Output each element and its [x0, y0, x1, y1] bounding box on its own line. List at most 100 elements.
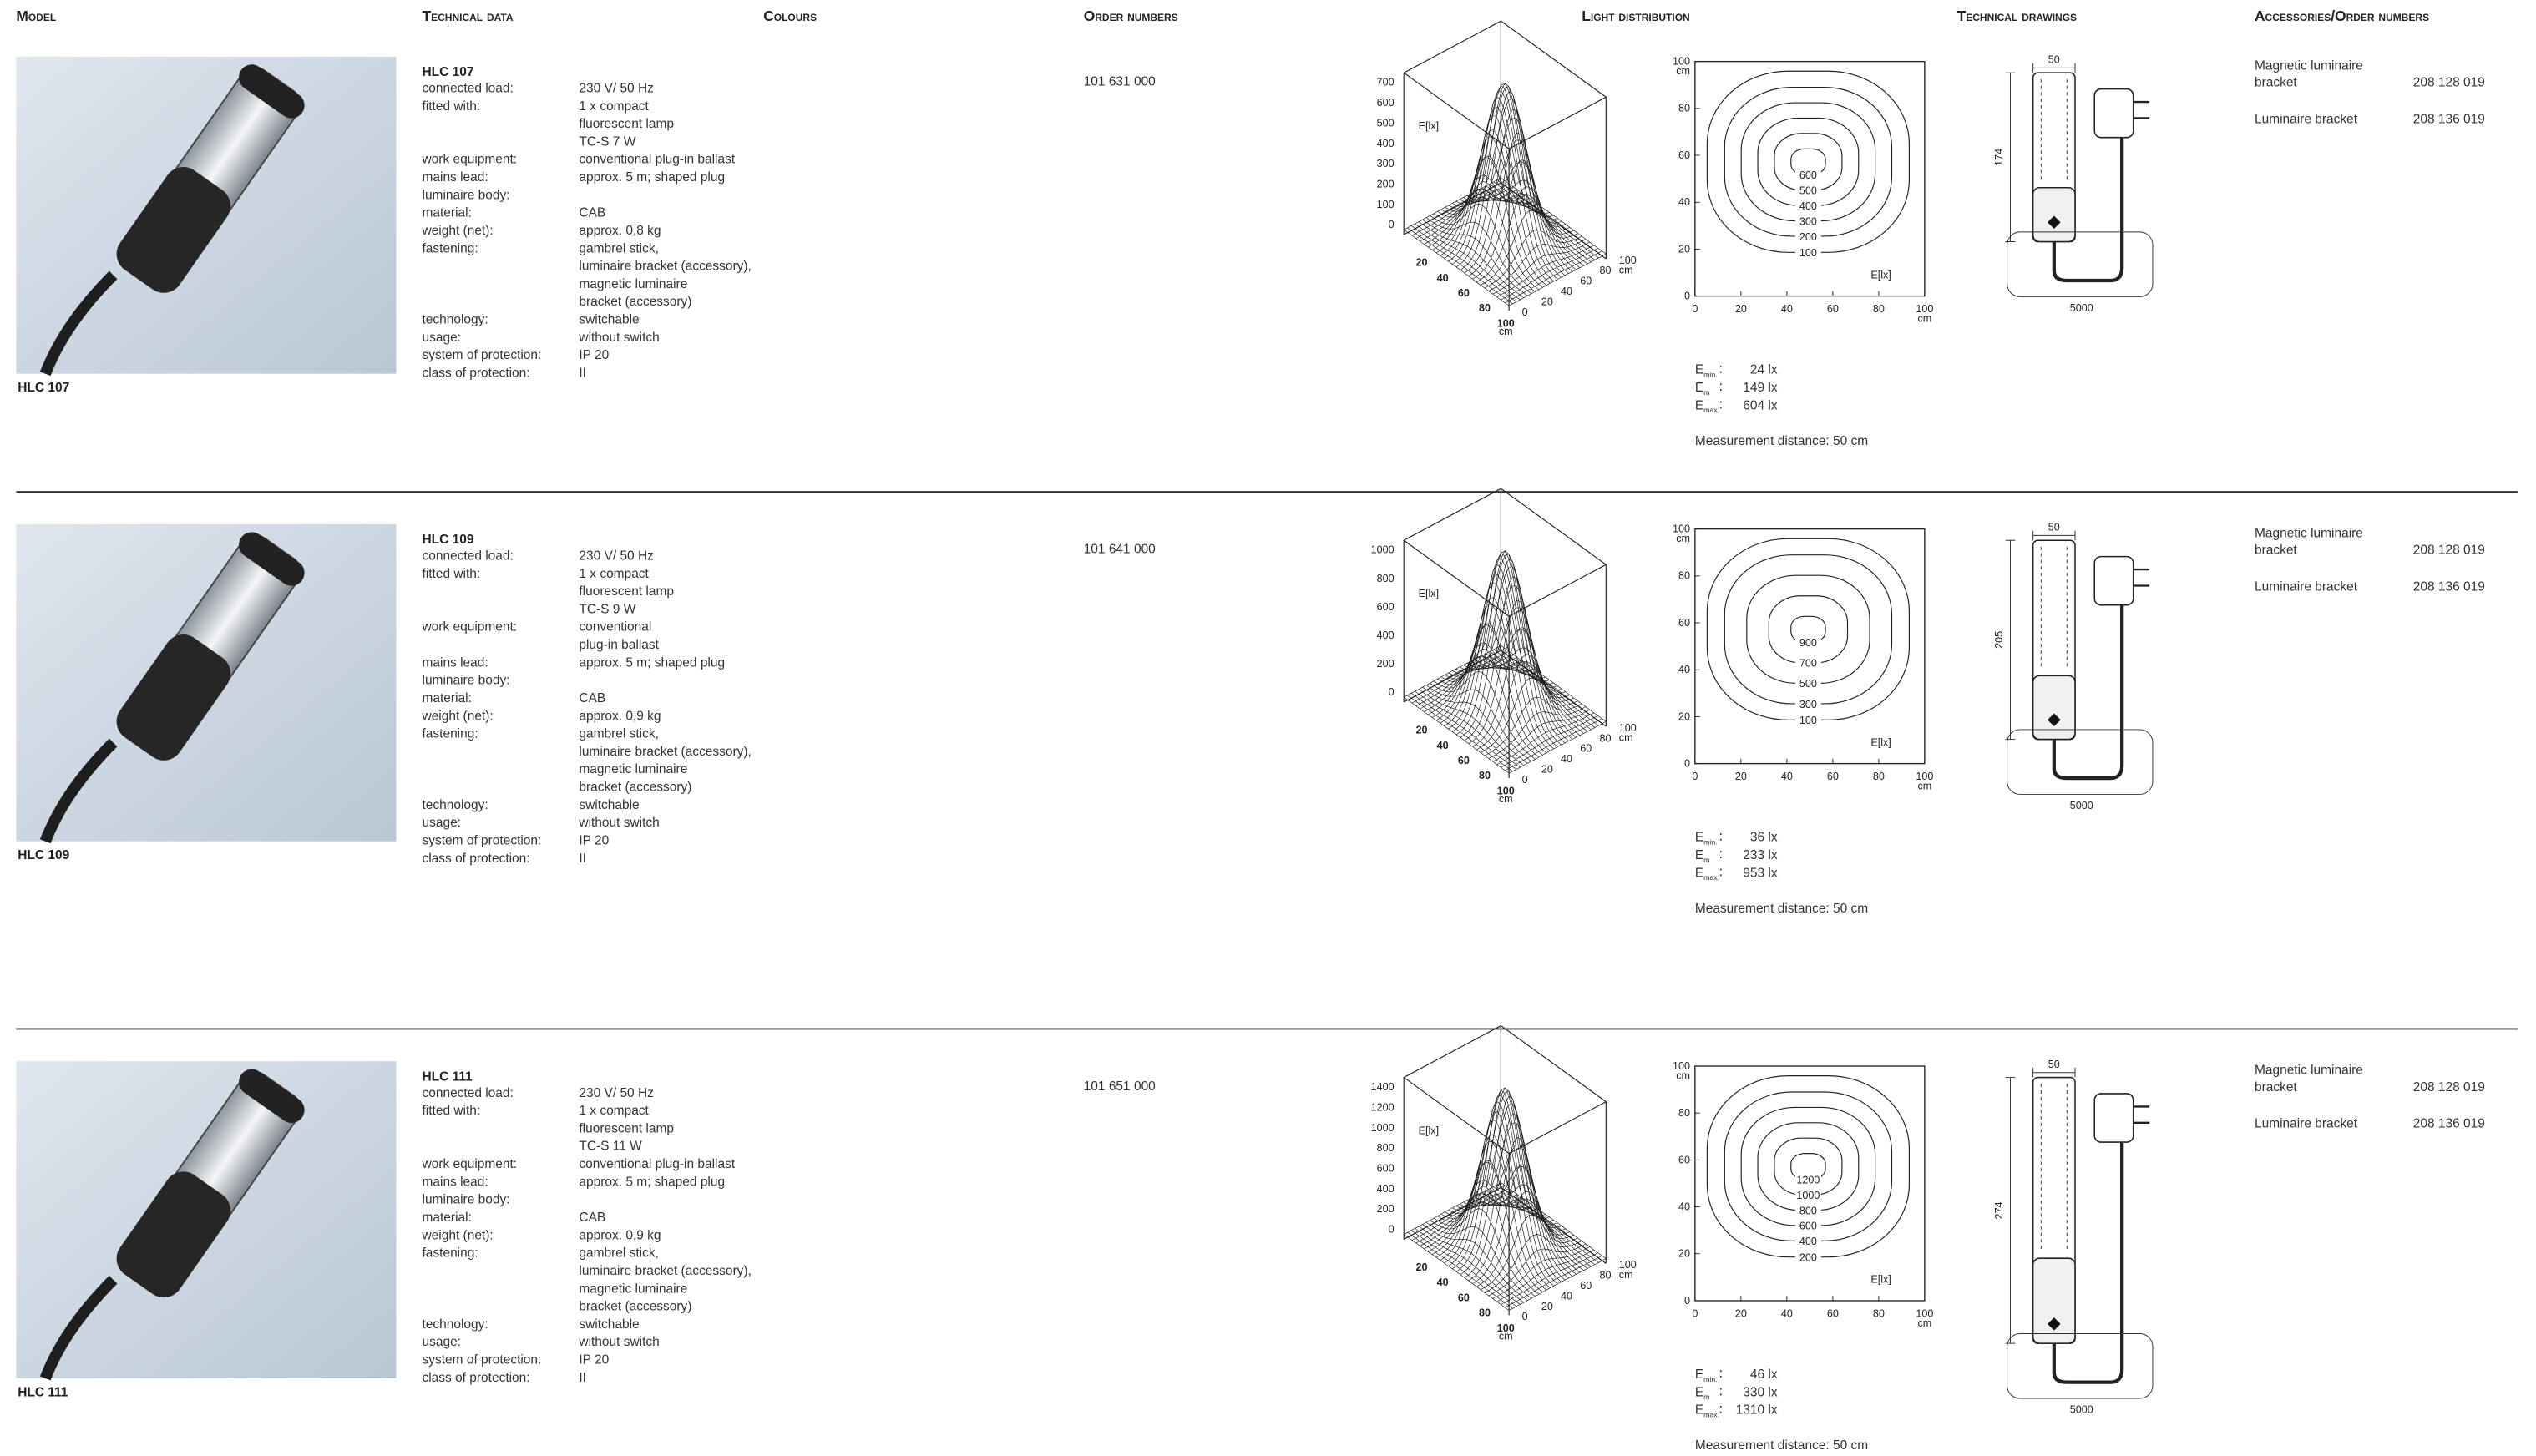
plug — [2093, 88, 2134, 139]
x-tick-label: 20 — [1416, 257, 1428, 269]
accessory-number: 208 128 019 — [2413, 76, 2485, 90]
spec-label: connected load: — [423, 1086, 514, 1100]
column-header: Colours — [763, 8, 817, 24]
x-tick-label: 100 — [1916, 771, 1933, 782]
spec-value: luminaire bracket (accessory), — [579, 1264, 751, 1278]
illuminance-value: 330 lx — [1743, 1385, 1778, 1399]
dimension-label: 174 — [1993, 149, 2005, 166]
spec-label: weight (net): — [422, 1228, 494, 1242]
spec-value: II — [579, 1371, 586, 1385]
z-tick-label: 0 — [1389, 686, 1395, 698]
illuminance-value: 46 lx — [1750, 1368, 1778, 1382]
z-tick-label: 500 — [1377, 117, 1395, 129]
x-tick-label: 100 — [1916, 303, 1933, 315]
spec-label: usage: — [423, 331, 461, 345]
spec-value: plug-in ballast — [579, 638, 659, 652]
dimension-label: 50 — [2048, 1059, 2060, 1070]
column-header: Technical data — [423, 8, 514, 24]
spec-value: IP 20 — [579, 1353, 609, 1368]
surface-mesh — [1422, 686, 1528, 764]
contour-label: 300 — [1799, 699, 1817, 710]
spec-value: bracket (accessory) — [579, 295, 691, 309]
surface-mesh — [1501, 177, 1607, 255]
y-tick-label: 40 — [1678, 196, 1690, 208]
symbol: E — [1695, 363, 1703, 377]
x-tick-label: 20 — [1735, 1307, 1747, 1319]
product-name: HLC 107 — [423, 65, 474, 79]
lamp-cap — [239, 1069, 305, 1124]
illuminance-value: 953 lx — [1743, 866, 1778, 880]
axis-unit: cm — [1499, 793, 1513, 805]
surface-mesh — [1452, 1087, 1558, 1285]
axis-unit: cm — [1676, 533, 1690, 544]
surface-mesh — [1508, 253, 1607, 306]
axis-unit: cm — [1676, 65, 1690, 77]
spec-label: weight (net): — [422, 224, 494, 238]
z-tick-label: 0 — [1389, 219, 1395, 230]
y-tick-label: 0 — [1522, 774, 1528, 786]
contour-label: 200 — [1799, 1251, 1817, 1263]
axis-unit: cm — [1619, 264, 1633, 276]
y-tick-label: 20 — [1678, 1248, 1690, 1260]
contour-label: 500 — [1799, 678, 1817, 690]
x-tick-label: 60 — [1827, 771, 1839, 782]
spec-value: approx. 5 m; shaped plug — [579, 170, 725, 185]
label-backdrop — [1794, 1204, 1821, 1216]
z-tick-label: 300 — [1377, 158, 1395, 169]
width-dimension — [2032, 1067, 2076, 1078]
z-tick-label: 600 — [1377, 1163, 1395, 1175]
y-tick-label: 60 — [1678, 1154, 1690, 1165]
surface-mesh — [1484, 229, 1582, 289]
surface-mesh — [1493, 649, 1599, 726]
x-tick-label: 40 — [1437, 740, 1449, 751]
label-backdrop — [1794, 677, 1821, 690]
x-tick-label: 80 — [1873, 771, 1885, 782]
surface-mesh — [1464, 108, 1562, 274]
illuminance-symbol: Emax. — [1695, 866, 1719, 882]
cable — [2052, 137, 2124, 283]
accessory-name: bracket — [2255, 76, 2297, 90]
spec-value: switchable — [579, 798, 639, 812]
contour-label: 400 — [1799, 1236, 1817, 1247]
surface-mesh — [1486, 185, 1592, 263]
surface-mesh — [1463, 584, 1569, 741]
surface-mesh — [1501, 645, 1607, 722]
surface-mesh — [1464, 1113, 1562, 1278]
width-dimension — [2032, 63, 2076, 73]
spec-label: fitted with: — [423, 567, 481, 581]
spec-value: bracket (accessory) — [579, 1300, 691, 1314]
spec-value: 1 x compact — [579, 567, 649, 581]
spec-value: gambrel stick, — [579, 241, 658, 255]
x-tick-label: 60 — [1827, 1307, 1839, 1319]
spec-value: IP 20 — [579, 348, 609, 362]
surface-mesh — [1452, 550, 1558, 747]
accessory-name: bracket — [2255, 1080, 2297, 1095]
technical-drawing — [2005, 1067, 2154, 1399]
spec-label: usage: — [423, 816, 461, 830]
x-tick-label: 20 — [1735, 303, 1747, 315]
illuminance-symbol: Emax. — [1695, 398, 1719, 414]
spec-value: approx. 5 m; shaped plug — [579, 1175, 725, 1189]
spec-label: fastening: — [423, 1246, 478, 1261]
y-tick-label: 20 — [1678, 710, 1690, 722]
spec-label: luminaire body: — [423, 674, 510, 688]
illuminance-value: 604 lx — [1743, 398, 1778, 412]
z-tick-label: 600 — [1377, 97, 1395, 109]
y-tick-label: 0 — [1522, 306, 1528, 318]
box-back — [1403, 182, 1607, 260]
lamp-cap — [239, 64, 305, 119]
surface-mesh — [1488, 1243, 1587, 1297]
y-tick-label: 100 — [1673, 1060, 1690, 1072]
surface-mesh — [1501, 1182, 1607, 1259]
label-backdrop — [1794, 230, 1821, 242]
spec-value: without switch — [578, 816, 659, 830]
spec-value: TC-S 11 W — [579, 1140, 642, 1154]
surface-mesh — [1455, 554, 1562, 746]
z-tick-label: 200 — [1377, 658, 1395, 670]
accessory-name: Luminaire bracket — [2255, 112, 2358, 126]
x-tick-label: 40 — [1781, 1307, 1793, 1319]
subscript: max. — [1703, 873, 1719, 882]
axis-unit: cm — [1917, 781, 1931, 792]
contour-label: 500 — [1799, 185, 1817, 197]
